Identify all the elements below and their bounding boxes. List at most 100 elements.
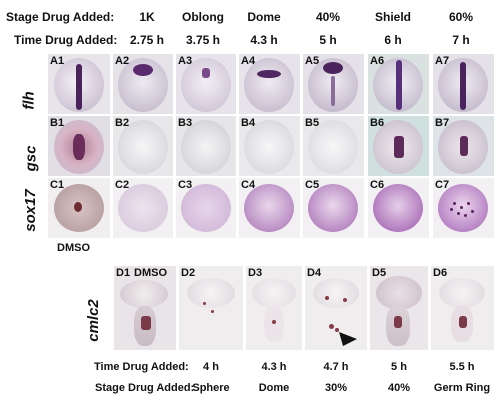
- embryo-head: [313, 278, 359, 308]
- panel-label: D6: [433, 267, 448, 279]
- embryo-image: [181, 120, 231, 174]
- embryo-head: [439, 278, 485, 308]
- stage-6: 60%: [448, 10, 474, 24]
- stage-drug-added-label: Stage Drug Added:: [6, 10, 115, 24]
- gsc-stain: [73, 134, 85, 160]
- embryo-image: [244, 184, 294, 232]
- row-label-flh: flh: [20, 91, 38, 110]
- panel-a3: A3: [176, 54, 236, 114]
- panel-label: A4: [241, 55, 256, 67]
- panel-b4: B4: [239, 116, 300, 176]
- time-6: 7 h: [452, 33, 470, 47]
- footer-stage-5: Germ Ring: [433, 382, 491, 394]
- sox17-dot: [467, 202, 470, 205]
- panel-label: C6: [370, 179, 385, 191]
- flh-stain: [460, 62, 466, 110]
- embryo-image: [181, 184, 231, 232]
- panel-b3: B3: [176, 116, 236, 176]
- panel-label: B3: [178, 117, 193, 129]
- footer-time-3: 4.7 h: [323, 361, 349, 373]
- stage-4: 40%: [315, 10, 341, 24]
- row-label-cmlc2: cmlc2: [84, 299, 102, 342]
- time-5: 6 h: [384, 33, 402, 47]
- flh-stain: [331, 76, 335, 106]
- panel-label: B1: [50, 117, 65, 129]
- footer-time-2: 4.3 h: [261, 361, 287, 373]
- stage-3: Dome: [247, 10, 281, 24]
- time-3: 4.3 h: [250, 33, 278, 47]
- embryo-image: [118, 120, 168, 174]
- sox17-dot: [450, 208, 453, 211]
- panel-label: D4: [307, 267, 322, 279]
- sox17-dot: [460, 206, 463, 209]
- panel-b1: B1: [48, 116, 110, 176]
- panel-label: B7: [435, 117, 450, 129]
- cmlc2-dot: [343, 298, 347, 302]
- arrowhead-icon: [339, 332, 357, 346]
- time-drug-added-label: Time Drug Added:: [14, 33, 118, 47]
- panel-c2: C2: [113, 178, 173, 238]
- panel-c3: C3: [176, 178, 236, 238]
- panel-d2: D2: [179, 266, 243, 350]
- cmlc2-dot: [203, 302, 206, 305]
- panel-b5: B5: [303, 116, 364, 176]
- embryo-head: [120, 280, 168, 308]
- sox17-dot: [457, 212, 460, 215]
- embryo-image: [181, 58, 231, 112]
- footer-stage-4: 40%: [387, 382, 411, 394]
- panel-c5: C5: [303, 178, 364, 238]
- embryo-head: [376, 276, 422, 310]
- embryo-image: [244, 120, 294, 174]
- stage-5: Shield: [374, 10, 412, 24]
- panel-label: C3: [178, 179, 193, 191]
- sox17-dot: [464, 214, 467, 217]
- footer-stage-3: 30%: [324, 382, 348, 394]
- footer-time-4: 5 h: [391, 361, 407, 373]
- panel-d3: D3: [246, 266, 302, 350]
- panel-label: D5: [372, 267, 387, 279]
- panel-label: D2: [181, 267, 196, 279]
- footer-stage-label: Stage Drug Added:: [95, 382, 195, 394]
- panel-label: D1: [116, 267, 131, 279]
- panel-label: B2: [115, 117, 130, 129]
- panel-a1: A1: [48, 54, 110, 114]
- embryo-tail: [264, 306, 284, 342]
- flh-stain: [76, 64, 82, 110]
- panel-d5: D5: [370, 266, 428, 350]
- sox17-dot: [471, 210, 474, 213]
- panel-a5: A5: [303, 54, 364, 114]
- panel-label: A1: [50, 55, 65, 67]
- dmso-label-c: DMSO: [57, 242, 90, 254]
- cmlc2-dot: [211, 310, 214, 313]
- panel-label: C7: [435, 179, 450, 191]
- stage-2: Oblong: [182, 10, 224, 24]
- panel-a2: A2: [113, 54, 173, 114]
- footer-stage-2: Dome: [258, 382, 290, 394]
- panel-d6: D6: [431, 266, 494, 350]
- panel-label: A3: [178, 55, 193, 67]
- embryo-image: [308, 184, 358, 232]
- embryo-head: [252, 278, 296, 308]
- cmlc2-dot: [272, 320, 276, 324]
- flh-stain: [257, 70, 281, 78]
- flh-stain: [133, 64, 153, 76]
- row-label-sox17: sox17: [21, 189, 39, 232]
- cmlc2-stain: [141, 316, 151, 330]
- panel-c7: C7: [433, 178, 494, 238]
- panel-label: D3: [248, 267, 263, 279]
- panel-c1: C1: [48, 178, 110, 238]
- panel-label: A5: [305, 55, 320, 67]
- panel-b7: B7: [433, 116, 494, 176]
- panel-a7: A7: [433, 54, 494, 114]
- sox17-stain: [74, 202, 82, 212]
- cmlc2-stain: [394, 316, 402, 328]
- panel-d4: D4: [305, 266, 367, 350]
- panel-label: C5: [305, 179, 320, 191]
- panel-d1: D1 DMSO: [114, 266, 176, 350]
- panel-label: C4: [241, 179, 256, 191]
- stage-1: 1K: [139, 10, 155, 24]
- cmlc2-dot: [325, 296, 329, 300]
- panel-c6: C6: [368, 178, 429, 238]
- time-1: 2.75 h: [129, 33, 165, 47]
- panel-b2: B2: [113, 116, 173, 176]
